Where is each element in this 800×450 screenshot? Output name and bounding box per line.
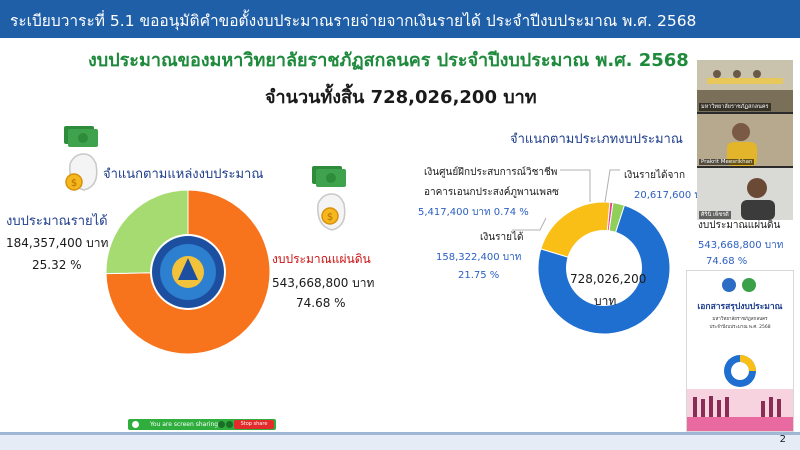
participant-tile[interactable]: ศิรินิ เพ็ชรดี: [697, 168, 793, 220]
booklet-line-2: ประจำปีงบประมาณ พ.ศ. 2568: [709, 325, 771, 330]
donut-center-value: 728,026,200: [570, 272, 647, 286]
training-values: 5,417,400 บาท 0.74 %: [418, 207, 529, 218]
income-label: งบประมาณรายได้: [6, 214, 108, 229]
budget-booklet-image: เอกสารสรุปงบประมาณ มหาวิทยาลัยราชภัฏสกลน…: [686, 270, 794, 432]
slide-title: ระเบียบวาระที่ 5.1 ขออนุมัติคำขอตั้งงบปร…: [10, 12, 697, 30]
revenue2-label: เงินรายได้จาก: [624, 170, 686, 181]
revenue2-amount: 20,617,600 บ: [634, 190, 701, 201]
type-donut-chart: [537, 201, 671, 335]
screen-sharing-bar[interactable]: You are screen sharing Stop share: [128, 419, 276, 430]
source-chart-heading: จำแนกตามแหล่งงบประมาณ: [103, 167, 264, 182]
total-budget: จำนวนทั้งสิ้น 728,026,200 บาท: [265, 87, 537, 108]
booklet-line-1: มหาวิทยาลัยราชภัฏสกลนคร: [712, 317, 768, 322]
participant-name: Prakrit Meesrikhan: [699, 159, 755, 165]
video-icon[interactable]: [226, 421, 233, 428]
money-bag-icon: $: [64, 126, 98, 191]
source-pie-chart: [105, 189, 271, 355]
income-percent: 25.32 %: [32, 258, 82, 272]
participant-tile[interactable]: Prakrit Meesrikhan: [697, 114, 793, 166]
revenue-amount: 158,322,400 บาท: [436, 252, 522, 263]
sharing-status: You are screen sharing: [150, 421, 219, 428]
page-number: 2: [779, 434, 786, 445]
leader-lines: [512, 169, 620, 231]
slide-headline: งบประมาณของมหาวิทยาลัยราชภัฏสกลนคร ประจำ…: [88, 50, 689, 71]
gov-label: งบประมาณแผ่นดิน: [272, 252, 371, 266]
slide-footer-bar: [0, 432, 800, 450]
svg-text:$: $: [71, 178, 77, 189]
training-label-2: อาคารเอนกประสงค์ภูพานเพลซ: [424, 187, 559, 198]
stop-share-button[interactable]: Stop share: [234, 420, 274, 429]
title-bar: ระเบียบวาระที่ 5.1 ขออนุมัติคำขอตั้งงบปร…: [0, 0, 800, 38]
donut-center-unit: บาท: [594, 294, 617, 308]
participant-tile[interactable]: มหาวิทยาลัยราชภัฏสกลนคร: [697, 60, 793, 112]
participant-name: ศิรินิ เพ็ชรดี: [699, 211, 731, 219]
gov-type-label: งบประมาณแผ่นดิน: [698, 220, 781, 231]
revenue-label: เงินรายได้: [480, 232, 524, 243]
income-amount: 184,357,400 บาท: [6, 236, 109, 250]
revenue-percent: 21.75 %: [458, 270, 500, 281]
pause-icon[interactable]: [132, 421, 139, 428]
booklet-title: เอกสารสรุปงบประมาณ: [697, 302, 783, 312]
type-chart-heading: จำแนกตามประเภทงบประมาณ: [510, 132, 683, 147]
video-participants-panel[interactable]: มหาวิทยาลัยราชภัฏสกลนคร Prakrit Meesrikh…: [697, 60, 793, 220]
gov-type-amount: 543,668,800 บาท: [698, 240, 784, 251]
svg-text:$: $: [327, 212, 333, 223]
participant-name: มหาวิทยาลัยราชภัฏสกลนคร: [699, 103, 771, 111]
mic-icon[interactable]: [218, 421, 225, 428]
training-label-1: เงินศูนย์ฝึกประสบการณ์วิชาชีพ: [424, 167, 558, 178]
money-bag-icon: $: [312, 166, 346, 231]
gov-percent: 74.68 %: [296, 296, 346, 310]
gov-amount: 543,668,800 บาท: [272, 276, 375, 290]
gov-type-percent: 74.68 %: [706, 256, 748, 267]
